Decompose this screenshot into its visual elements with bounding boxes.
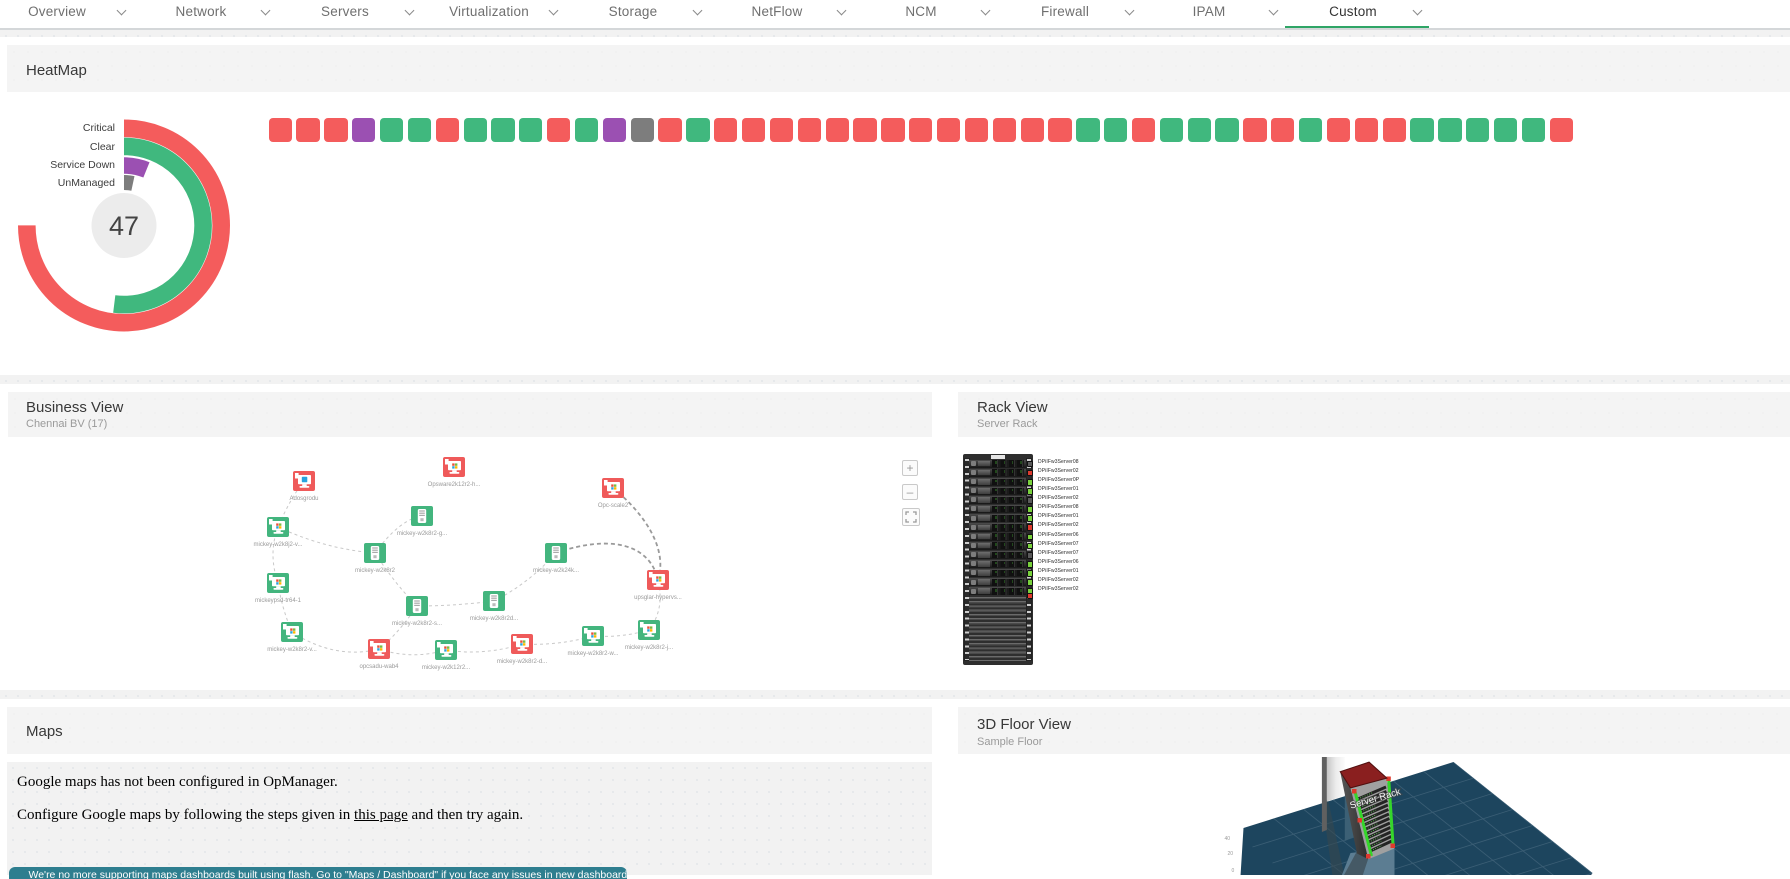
svg-text:upsglar-hypervs...: upsglar-hypervs... <box>634 595 682 601</box>
svg-text:mickey-w2k8r2-g...: mickey-w2k8r2-g... <box>397 531 448 537</box>
svg-text:Opc-scale2: Opc-scale2 <box>598 503 629 509</box>
svg-text:47: 47 <box>109 211 139 241</box>
svg-text:mickeypsd-tr64-1: mickeypsd-tr64-1 <box>255 598 302 604</box>
svg-text:40: 40 <box>1224 836 1230 842</box>
svg-text:mickey-w2k8r2-j...: mickey-w2k8r2-j... <box>625 645 674 651</box>
svg-text:mickey-w2k8j2-v...: mickey-w2k8j2-v... <box>254 542 303 548</box>
svg-text:mickey-w2k8r2-s...: mickey-w2k8r2-s... <box>392 621 442 627</box>
svg-text:opcsadu-wab4: opcsadu-wab4 <box>359 664 399 670</box>
svg-text:mickey-w2k8r2-d...: mickey-w2k8r2-d... <box>497 659 548 665</box>
svg-text:mickey-w2k12r2...: mickey-w2k12r2... <box>422 665 471 671</box>
svg-text:mickey-w2k8r2-v...: mickey-w2k8r2-v... <box>267 647 317 653</box>
svg-text:mickey-w2k8r2-w...: mickey-w2k8r2-w... <box>567 651 618 657</box>
svg-text:Opsware2k12r2-h...: Opsware2k12r2-h... <box>428 482 481 488</box>
svg-text:20: 20 <box>1227 851 1233 857</box>
svg-text:Adosgrodu: Adosgrodu <box>289 496 318 502</box>
svg-text:mickey-w2k8r2: mickey-w2k8r2 <box>355 568 396 574</box>
svg-text:mickey-w2k24k...: mickey-w2k24k... <box>533 568 579 574</box>
svg-text:mickey-w2k8r2d...: mickey-w2k8r2d... <box>470 616 519 622</box>
svg-text:0: 0 <box>1231 868 1234 874</box>
